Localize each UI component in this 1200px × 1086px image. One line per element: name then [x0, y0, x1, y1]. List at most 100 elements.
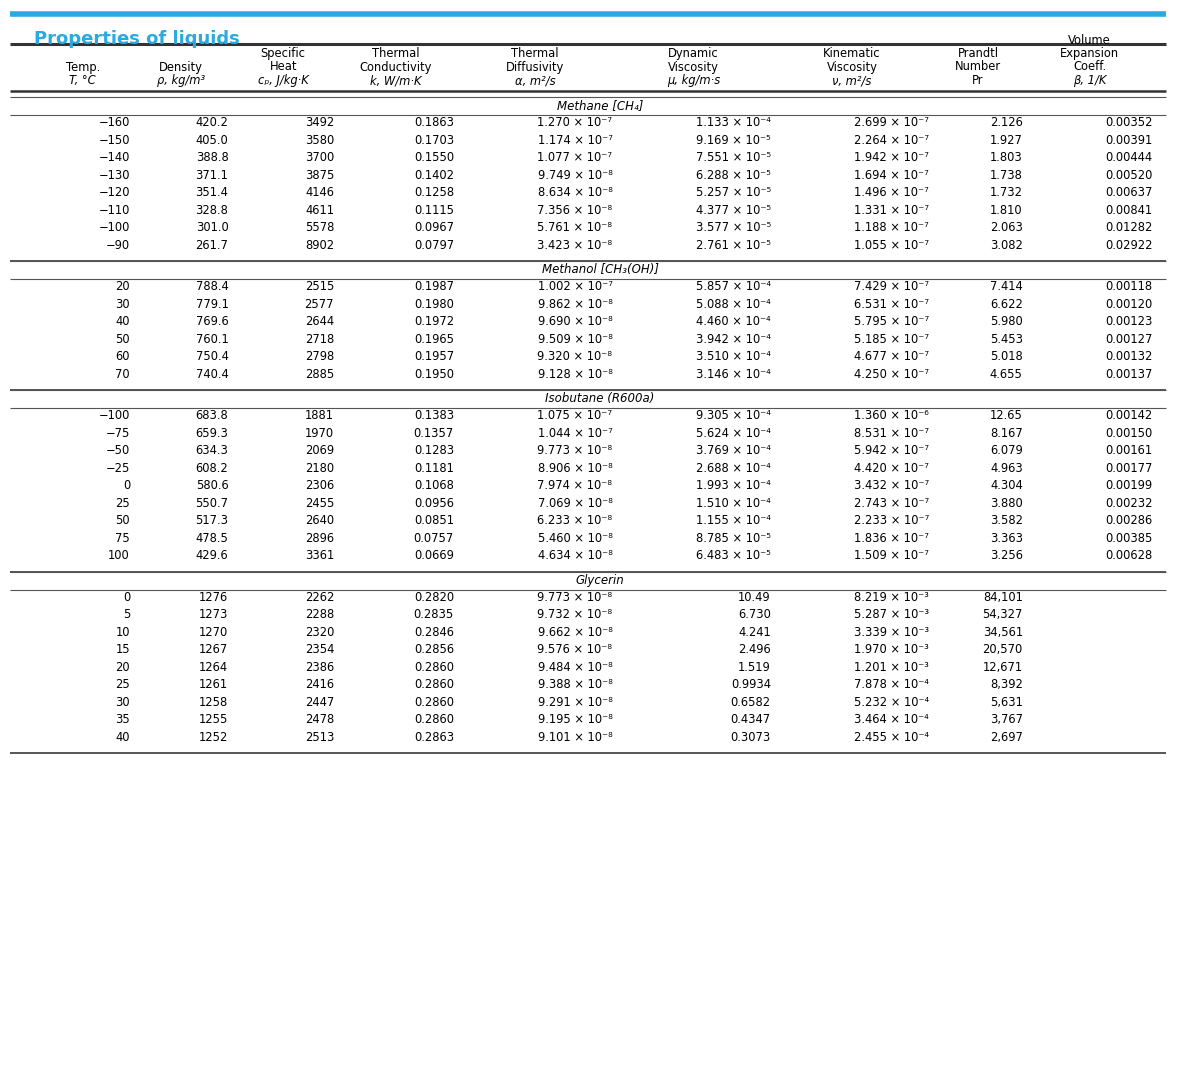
Text: 5.857 × 10⁻⁴: 5.857 × 10⁻⁴: [696, 280, 770, 293]
Text: 1.188 × 10⁻⁷: 1.188 × 10⁻⁷: [854, 222, 929, 235]
Text: 6.483 × 10⁻⁵: 6.483 × 10⁻⁵: [696, 550, 770, 563]
Text: 4.634 × 10⁻⁸: 4.634 × 10⁻⁸: [538, 550, 612, 563]
Text: ρ, kg/m³: ρ, kg/m³: [157, 74, 205, 87]
Text: 2478: 2478: [305, 714, 334, 727]
Text: 388.8: 388.8: [196, 151, 228, 164]
Text: 0.2820: 0.2820: [414, 591, 454, 604]
Text: 0.00118: 0.00118: [1105, 280, 1152, 293]
Text: 634.3: 634.3: [196, 444, 228, 457]
Text: 40: 40: [115, 731, 130, 744]
Text: 5.795 × 10⁻⁷: 5.795 × 10⁻⁷: [854, 315, 929, 328]
Text: 9.195 × 10⁻⁸: 9.195 × 10⁻⁸: [538, 714, 612, 727]
Text: Coeff.: Coeff.: [1073, 61, 1106, 74]
Text: 1.970 × 10⁻³: 1.970 × 10⁻³: [854, 643, 929, 656]
Text: Expansion: Expansion: [1060, 47, 1120, 60]
Text: Pr: Pr: [972, 74, 984, 87]
Text: 1.942 × 10⁻⁷: 1.942 × 10⁻⁷: [854, 151, 929, 164]
Text: 30: 30: [115, 298, 130, 311]
Text: 2885: 2885: [305, 368, 334, 381]
Text: 3492: 3492: [305, 116, 334, 129]
Text: 5.980: 5.980: [990, 315, 1022, 328]
Text: 0: 0: [122, 591, 130, 604]
Text: 0.4347: 0.4347: [731, 714, 770, 727]
Text: 3.464 × 10⁻⁴: 3.464 × 10⁻⁴: [854, 714, 929, 727]
Text: Density: Density: [160, 61, 203, 74]
Text: 0.00385: 0.00385: [1105, 532, 1152, 545]
Text: 261.7: 261.7: [196, 239, 228, 252]
Text: 6.288 × 10⁻⁵: 6.288 × 10⁻⁵: [696, 168, 770, 181]
Text: 100: 100: [108, 550, 130, 563]
Text: k, W/m·K: k, W/m·K: [371, 74, 421, 87]
Text: Volume: Volume: [1068, 34, 1111, 47]
Text: 371.1: 371.1: [196, 168, 228, 181]
Text: 12,671: 12,671: [983, 661, 1022, 673]
Text: 1.155 × 10⁻⁴: 1.155 × 10⁻⁴: [696, 515, 770, 528]
Text: −50: −50: [106, 444, 130, 457]
Text: 7.878 × 10⁻⁴: 7.878 × 10⁻⁴: [854, 679, 929, 692]
Text: 0.2846: 0.2846: [414, 626, 454, 639]
Text: −140: −140: [98, 151, 130, 164]
Text: Properties of liquids: Properties of liquids: [34, 30, 239, 48]
Text: 8,392: 8,392: [990, 679, 1022, 692]
Text: 9.128 × 10⁻⁸: 9.128 × 10⁻⁸: [538, 368, 612, 381]
Text: Prandtl: Prandtl: [958, 47, 998, 60]
Text: 2306: 2306: [305, 479, 334, 492]
Text: 9.662 × 10⁻⁸: 9.662 × 10⁻⁸: [538, 626, 612, 639]
Text: 0.1980: 0.1980: [414, 298, 454, 311]
Text: 3.339 × 10⁻³: 3.339 × 10⁻³: [854, 626, 929, 639]
Text: 2.699 × 10⁻⁷: 2.699 × 10⁻⁷: [854, 116, 929, 129]
Text: 1.075 × 10⁻⁷: 1.075 × 10⁻⁷: [538, 409, 612, 422]
Text: 3.769 × 10⁻⁴: 3.769 × 10⁻⁴: [696, 444, 770, 457]
Text: 0.1703: 0.1703: [414, 134, 454, 147]
Text: 0.00628: 0.00628: [1105, 550, 1152, 563]
Text: 3.423 × 10⁻⁸: 3.423 × 10⁻⁸: [538, 239, 612, 252]
Text: −100: −100: [98, 222, 130, 235]
Text: 328.8: 328.8: [196, 204, 228, 217]
Text: 7.551 × 10⁻⁵: 7.551 × 10⁻⁵: [696, 151, 770, 164]
Text: 8.167: 8.167: [990, 427, 1022, 440]
Text: 0: 0: [122, 479, 130, 492]
Text: 3361: 3361: [305, 550, 334, 563]
Text: 0.0851: 0.0851: [414, 515, 454, 528]
Text: 5.453: 5.453: [990, 332, 1022, 345]
Text: 70: 70: [115, 368, 130, 381]
Text: 1273: 1273: [199, 608, 228, 621]
Text: 2577: 2577: [305, 298, 334, 311]
Text: 1881: 1881: [305, 409, 334, 422]
Text: 3.942 × 10⁻⁴: 3.942 × 10⁻⁴: [696, 332, 770, 345]
Text: 2718: 2718: [305, 332, 334, 345]
Text: 1.694 × 10⁻⁷: 1.694 × 10⁻⁷: [854, 168, 929, 181]
Text: Thermal: Thermal: [511, 47, 559, 60]
Text: 1.133 × 10⁻⁴: 1.133 × 10⁻⁴: [696, 116, 770, 129]
Text: 5.460 × 10⁻⁸: 5.460 × 10⁻⁸: [538, 532, 612, 545]
Text: 3.082: 3.082: [990, 239, 1022, 252]
Text: 5,631: 5,631: [990, 696, 1022, 709]
Text: 5.257 × 10⁻⁵: 5.257 × 10⁻⁵: [696, 187, 770, 200]
Text: 429.6: 429.6: [196, 550, 228, 563]
Text: 0.1965: 0.1965: [414, 332, 454, 345]
Text: 25: 25: [115, 679, 130, 692]
Text: 0.1115: 0.1115: [414, 204, 454, 217]
Text: 4.655: 4.655: [990, 368, 1022, 381]
Text: 4.460 × 10⁻⁴: 4.460 × 10⁻⁴: [696, 315, 770, 328]
Text: 12.65: 12.65: [990, 409, 1022, 422]
Text: 2.688 × 10⁻⁴: 2.688 × 10⁻⁴: [696, 462, 770, 475]
Text: 4.304: 4.304: [990, 479, 1022, 492]
Text: 750.4: 750.4: [196, 351, 228, 364]
Text: 2416: 2416: [305, 679, 334, 692]
Text: 3.363: 3.363: [990, 532, 1022, 545]
Text: 1.810: 1.810: [990, 204, 1022, 217]
Text: 0.9934: 0.9934: [731, 679, 770, 692]
Text: 0.00132: 0.00132: [1105, 351, 1152, 364]
Text: 3875: 3875: [305, 168, 334, 181]
Text: 0.0669: 0.0669: [414, 550, 454, 563]
Text: 0.00123: 0.00123: [1105, 315, 1152, 328]
Text: 9.320 × 10⁻⁸: 9.320 × 10⁻⁸: [538, 351, 612, 364]
Text: 5.018: 5.018: [990, 351, 1022, 364]
Text: β, 1/K: β, 1/K: [1073, 74, 1106, 87]
Text: 0.2835: 0.2835: [414, 608, 454, 621]
Text: 0.00150: 0.00150: [1105, 427, 1152, 440]
Text: 3700: 3700: [305, 151, 334, 164]
Text: 2069: 2069: [305, 444, 334, 457]
Text: 3580: 3580: [305, 134, 334, 147]
